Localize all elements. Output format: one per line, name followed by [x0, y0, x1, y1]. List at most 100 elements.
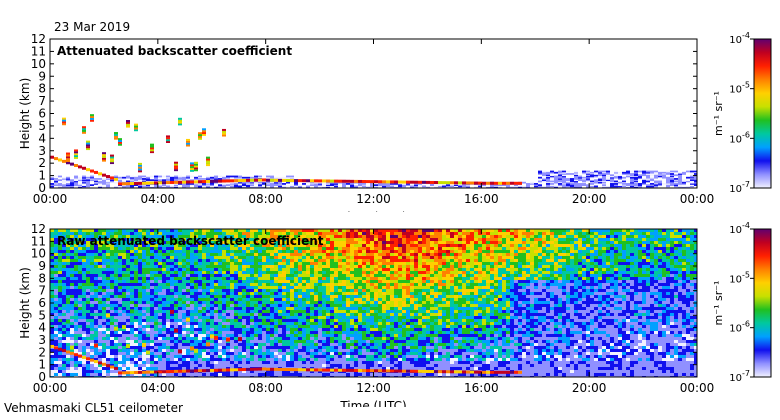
backscatter-cell	[58, 186, 62, 188]
backscatter-cell	[574, 175, 578, 178]
backscatter-cell	[238, 185, 242, 188]
backscatter-cell	[426, 183, 430, 185]
backscatter-cell	[82, 361, 86, 364]
backscatter-cell	[270, 244, 274, 247]
backscatter-cell	[70, 185, 74, 188]
backscatter-cell	[122, 355, 126, 358]
backscatter-cell	[130, 292, 134, 295]
backscatter-cell	[274, 184, 278, 187]
backscatter-cell	[106, 313, 110, 318]
backscatter-cell	[86, 250, 90, 253]
backscatter-cell	[514, 181, 518, 185]
backscatter-cell	[62, 310, 66, 313]
y-axis-label: Height (km)	[18, 78, 32, 149]
backscatter-cell	[306, 319, 310, 322]
backscatter-cell	[158, 268, 162, 271]
backscatter-cell	[166, 334, 170, 337]
backscatter-cell	[62, 247, 66, 250]
backscatter-cell	[186, 289, 190, 292]
backscatter-cell	[98, 172, 102, 176]
backscatter-cell	[178, 244, 182, 247]
backscatter-cell	[358, 183, 362, 185]
backscatter-cell	[130, 319, 134, 322]
backscatter-cell	[462, 185, 466, 188]
backscatter-cell	[230, 186, 234, 188]
y-tick-label: 1	[38, 169, 46, 183]
backscatter-cell	[302, 319, 306, 322]
backscatter-cell	[158, 179, 162, 182]
backscatter-cell	[58, 373, 62, 376]
backscatter-cell	[110, 180, 114, 183]
backscatter-cell	[162, 244, 166, 247]
backscatter-cell	[306, 343, 310, 346]
backscatter-cell	[650, 179, 654, 182]
backscatter-cell	[150, 265, 154, 268]
backscatter-cell	[170, 232, 174, 235]
backscatter-cell	[146, 358, 150, 361]
backscatter-cell	[358, 179, 362, 183]
backscatter-cell	[314, 271, 318, 274]
backscatter-cell	[126, 301, 130, 304]
backscatter-cell	[70, 253, 74, 256]
backscatter-cell	[230, 319, 234, 322]
colorbar-tick-exponent: -6	[742, 130, 750, 139]
backscatter-cell	[234, 313, 238, 316]
backscatter-cell	[666, 178, 670, 180]
backscatter-cell	[254, 271, 258, 274]
backscatter-cell	[206, 373, 210, 376]
backscatter-cell	[114, 133, 118, 136]
backscatter-cell	[174, 274, 178, 277]
backscatter-cell	[334, 256, 338, 259]
backscatter-cell	[74, 286, 78, 289]
backscatter-cell	[198, 295, 202, 298]
backscatter-cell	[234, 352, 238, 355]
backscatter-cell	[302, 355, 306, 358]
backscatter-cell	[290, 373, 294, 376]
backscatter-cell	[122, 319, 126, 322]
backscatter-cell	[250, 316, 254, 319]
backscatter-cell	[266, 334, 270, 337]
backscatter-cell	[586, 171, 590, 174]
backscatter-cell	[190, 166, 194, 169]
backscatter-cell	[226, 259, 230, 262]
backscatter-cell	[314, 244, 318, 247]
backscatter-cell	[70, 295, 74, 298]
backscatter-cell	[630, 173, 634, 175]
backscatter-cell	[322, 310, 326, 313]
backscatter-cell	[550, 176, 554, 179]
backscatter-cell	[306, 361, 310, 364]
backscatter-cell	[638, 170, 642, 173]
backscatter-cell	[102, 253, 106, 256]
backscatter-cell	[270, 262, 274, 265]
backscatter-cell	[326, 373, 330, 376]
backscatter-cell	[234, 373, 238, 376]
backscatter-cell	[478, 181, 482, 185]
backscatter-cell	[314, 361, 318, 364]
backscatter-cell	[50, 259, 54, 262]
backscatter-cell	[218, 181, 222, 184]
backscatter-cell	[286, 364, 290, 367]
backscatter-cell	[146, 256, 150, 259]
backscatter-cell	[218, 355, 222, 358]
backscatter-cell	[330, 367, 334, 370]
backscatter-cell	[106, 304, 110, 307]
backscatter-cell	[210, 268, 214, 271]
backscatter-cell	[262, 178, 266, 182]
backscatter-cell	[174, 301, 178, 304]
backscatter-cell	[70, 325, 74, 328]
backscatter-cell	[274, 334, 278, 337]
backscatter-cell	[170, 334, 174, 337]
backscatter-cell	[110, 298, 114, 301]
backscatter-cell	[162, 337, 166, 340]
backscatter-cell	[202, 319, 206, 322]
backscatter-cell	[198, 135, 202, 138]
backscatter-cell	[270, 313, 274, 316]
backscatter-cell	[214, 340, 218, 343]
backscatter-cell	[54, 253, 58, 256]
backscatter-cell	[302, 313, 306, 316]
backscatter-cell	[546, 180, 550, 183]
backscatter-cell	[290, 298, 294, 301]
backscatter-cell	[114, 262, 118, 265]
backscatter-cell	[606, 179, 610, 182]
backscatter-cell	[86, 307, 90, 310]
